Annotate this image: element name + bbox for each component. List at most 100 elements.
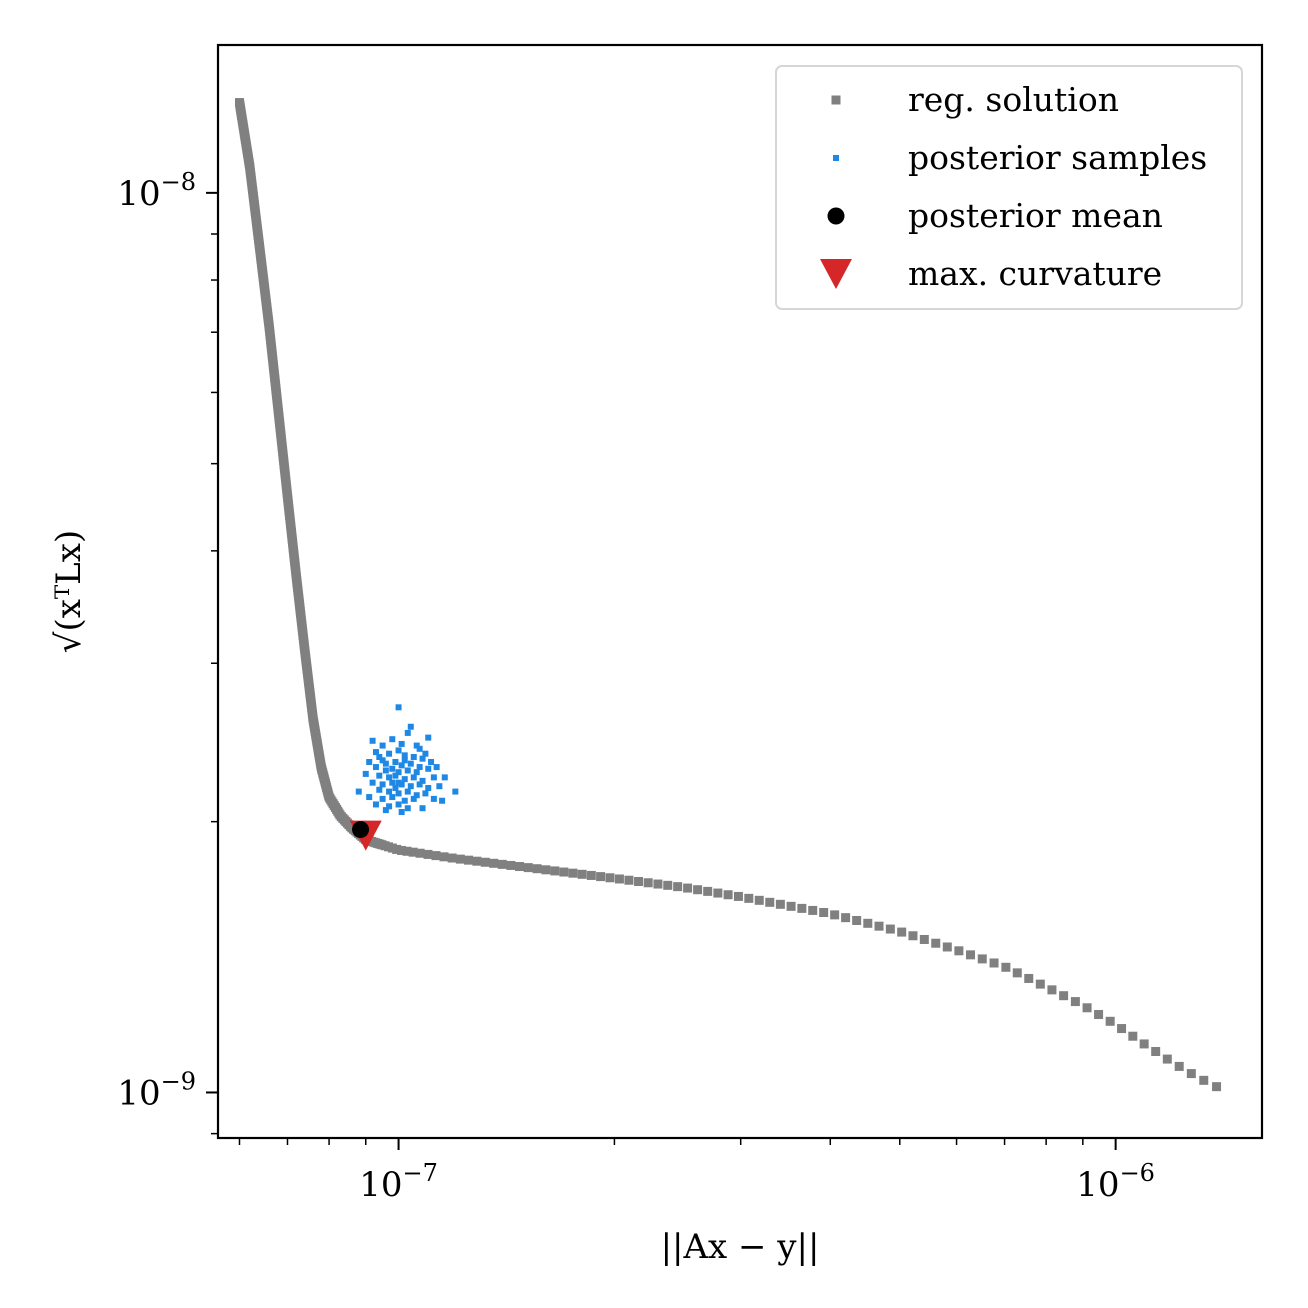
reg-solution-point [624, 875, 634, 885]
reg-solution-point [683, 883, 693, 893]
legend-marker [820, 259, 852, 289]
posterior-sample-point [433, 764, 440, 771]
posterior-sample-point [428, 758, 435, 765]
reg-solution-point [1117, 1024, 1127, 1034]
reg-solution-point [596, 872, 606, 882]
posterior-sample-point [422, 790, 429, 797]
reg-solution-point [1212, 1082, 1222, 1092]
posterior-sample-point [382, 760, 389, 767]
reg-solution-point [693, 885, 703, 895]
posterior-sample-point [407, 760, 414, 767]
reg-solution-point [744, 893, 754, 903]
reg-solution-point [515, 862, 525, 872]
posterior-sample-point [389, 736, 396, 743]
posterior-sample-point [379, 742, 386, 749]
posterior-sample-point [395, 747, 402, 754]
reg-solution-point [723, 890, 733, 900]
reg-solution-point [908, 931, 918, 941]
posterior-sample-point [430, 774, 437, 781]
legend-label: max. curvature [908, 254, 1162, 293]
reg-solution-point [1139, 1039, 1149, 1049]
reg-solution-point [1047, 985, 1057, 995]
reg-solution-point [634, 876, 644, 886]
reg-solution-point [897, 927, 907, 937]
reg-solution-point [643, 878, 653, 888]
posterior-sample-point [355, 788, 362, 795]
posterior-sample-point [413, 792, 420, 799]
posterior-sample-point [416, 745, 423, 752]
posterior-sample-point [372, 801, 379, 808]
posterior-sample-point [369, 779, 376, 786]
legend-box [775, 65, 1243, 310]
posterior-sample-point [392, 784, 399, 791]
reg-solution-point [977, 954, 987, 964]
legend-marker [833, 155, 839, 161]
posterior-sample-point [416, 781, 423, 788]
legend-label: posterior samples [908, 138, 1207, 177]
reg-solution-point [1094, 1010, 1104, 1020]
reg-solution-point [863, 918, 873, 928]
x-tick-label: 10−7 [359, 1159, 438, 1205]
posterior-sample-point [382, 807, 389, 814]
legend: reg. solution posterior samples posterior … [775, 65, 1243, 310]
reg-solution-point [703, 886, 713, 896]
posterior-sample-point [407, 723, 414, 730]
posterior-sample-point [407, 783, 414, 790]
posterior-sample-point [389, 794, 396, 801]
ticks: 10−7 10−6 10−8 10−9 [117, 168, 1155, 1205]
posterior-sample-point [379, 795, 386, 802]
reg-solution-point [480, 857, 490, 867]
reg-solution-point [765, 897, 775, 907]
legend-entry: posterior samples [833, 138, 1207, 177]
reg-solution-point [415, 848, 425, 858]
posterior-sample-point [425, 784, 432, 791]
reg-solution-series [234, 98, 1222, 1092]
reg-solution-point [541, 865, 551, 875]
posterior-sample-point [379, 757, 386, 764]
reg-solution-point [506, 860, 516, 870]
posterior-samples-series [355, 704, 459, 816]
posterior-sample-point [392, 758, 399, 765]
posterior-sample-point [410, 795, 417, 802]
posterior-sample-point [441, 774, 448, 781]
x-axis-label: ||Ax − y|| [661, 1227, 820, 1267]
reg-solution-point [396, 845, 406, 855]
legend-label: posterior mean [908, 196, 1163, 235]
reg-solution-point [402, 846, 412, 856]
posterior-sample-point [404, 805, 411, 812]
reg-solution-point [408, 847, 418, 857]
posterior-sample-point [386, 788, 393, 795]
legend-entry: reg. solution [831, 80, 1119, 119]
legend-entry: posterior mean [827, 196, 1163, 235]
reg-solution-point [1128, 1031, 1138, 1041]
posterior-sample-point [413, 769, 420, 776]
posterior-sample-point [419, 755, 426, 762]
reg-solution-point [1105, 1016, 1115, 1026]
posterior-sample-point [404, 729, 411, 736]
reg-solution-point [1024, 973, 1034, 983]
reg-solution-point [392, 844, 402, 854]
x-tick-label: 10−6 [1076, 1159, 1155, 1205]
posterior-sample-point [366, 758, 373, 765]
posterior-sample-point [395, 801, 402, 808]
legend-marker [827, 207, 845, 225]
posterior-sample-point [404, 767, 411, 774]
reg-solution-point [989, 958, 999, 968]
reg-solution-point [733, 891, 743, 901]
plot-area [234, 98, 1222, 1092]
posterior-sample-point [366, 794, 373, 801]
posterior-sample-point [395, 704, 402, 711]
posterior-sample-point [372, 764, 379, 771]
reg-solution-point [1162, 1054, 1172, 1064]
legend-entry: max. curvature [820, 254, 1162, 293]
reg-solution-point [775, 899, 785, 909]
posterior-sample-point [382, 767, 389, 774]
reg-solution-point [966, 950, 976, 960]
reg-solution-point [1070, 997, 1080, 1007]
y-tick-label: 10−8 [117, 168, 196, 214]
reg-solution-point [577, 869, 587, 879]
axis-labels: ||Ax − y|| √(xᵀLx) [49, 530, 819, 1267]
posterior-sample-point [401, 752, 408, 759]
reg-solution-point [954, 946, 964, 956]
reg-solution-point [1059, 991, 1069, 1001]
